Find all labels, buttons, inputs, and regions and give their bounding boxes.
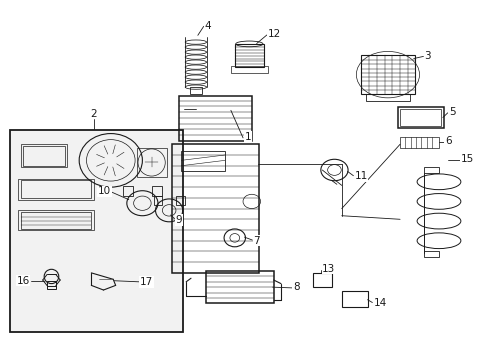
Bar	[234, 44, 264, 67]
Text: 15: 15	[460, 154, 473, 164]
Text: 16: 16	[16, 276, 30, 286]
Text: 12: 12	[267, 29, 281, 39]
Bar	[205, 271, 273, 303]
Bar	[399, 109, 441, 126]
Text: 11: 11	[354, 171, 367, 181]
Bar	[153, 196, 162, 205]
Text: 8: 8	[292, 282, 299, 292]
Text: 7: 7	[253, 236, 259, 246]
Bar	[122, 186, 132, 196]
Bar	[19, 179, 94, 200]
Bar	[361, 55, 414, 94]
Bar	[176, 196, 184, 205]
Text: 10: 10	[98, 186, 111, 197]
Text: 6: 6	[444, 136, 450, 147]
Text: 13: 13	[322, 264, 335, 274]
Bar	[136, 148, 166, 177]
Bar	[23, 146, 65, 166]
Bar	[341, 291, 368, 307]
Text: 17: 17	[140, 277, 153, 287]
Bar	[171, 144, 259, 273]
Text: 2: 2	[90, 109, 97, 119]
Bar	[10, 130, 183, 332]
Bar	[424, 167, 438, 173]
Bar	[21, 180, 91, 198]
Text: 3: 3	[424, 51, 430, 61]
Bar	[397, 107, 443, 128]
Text: 9: 9	[175, 215, 182, 225]
Bar	[190, 87, 201, 94]
Bar	[399, 137, 438, 148]
Bar	[46, 281, 56, 289]
Bar	[179, 96, 251, 141]
Text: 5: 5	[448, 107, 454, 117]
Bar	[181, 152, 224, 171]
Text: 14: 14	[372, 298, 386, 308]
Bar	[230, 66, 267, 73]
Bar	[152, 186, 162, 196]
Bar	[366, 94, 409, 101]
Text: 1: 1	[244, 132, 251, 142]
Bar	[424, 251, 438, 257]
Text: 4: 4	[204, 21, 211, 31]
Bar	[21, 144, 67, 167]
Bar	[21, 212, 91, 229]
Bar	[312, 273, 331, 287]
Bar	[19, 210, 94, 230]
